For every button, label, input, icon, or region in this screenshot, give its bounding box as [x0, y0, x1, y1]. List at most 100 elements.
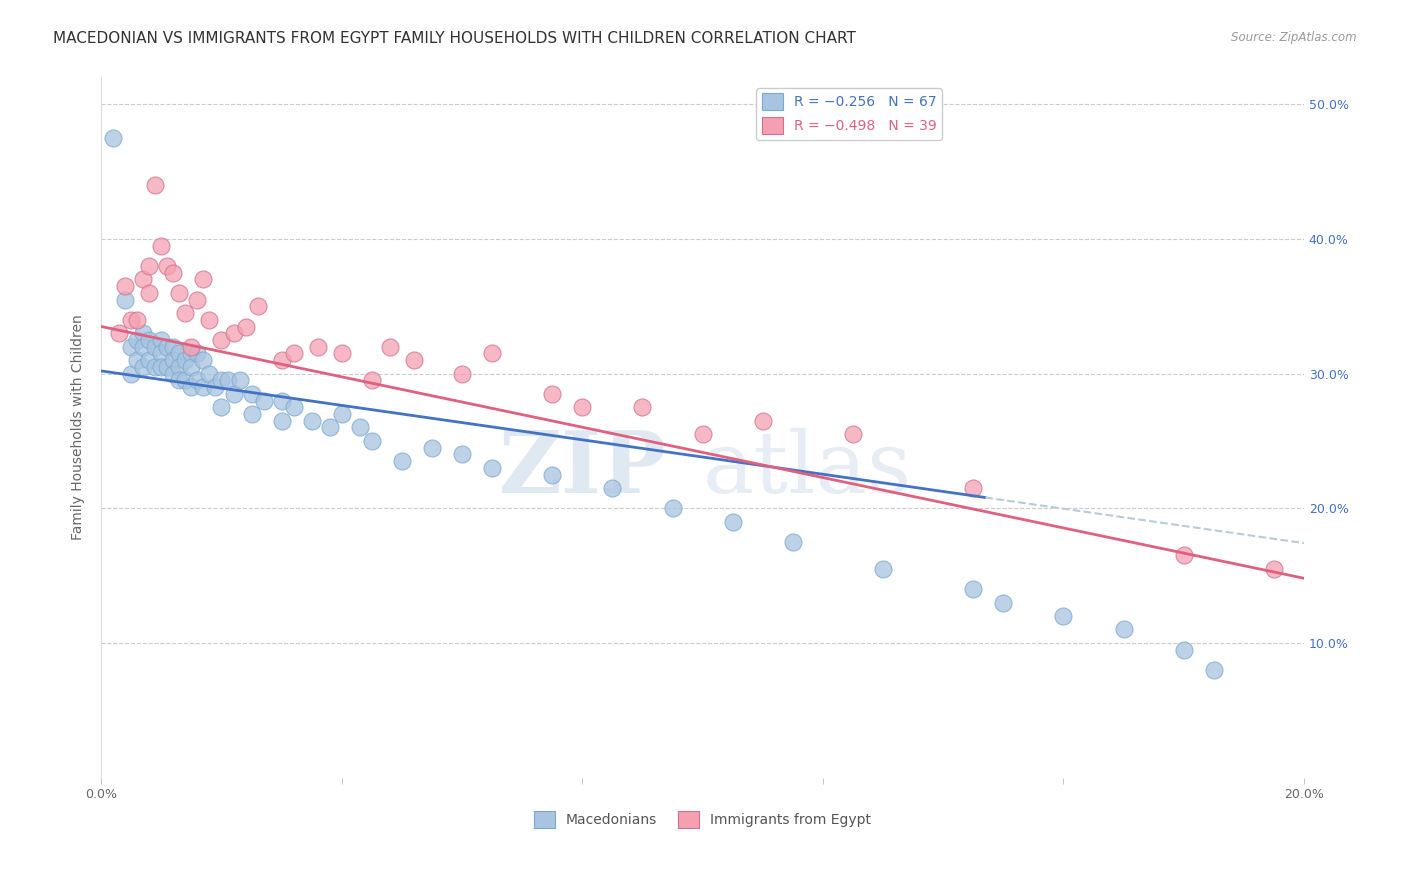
Point — [211, 373, 233, 387]
Point — [150, 346, 173, 360]
Point — [174, 306, 197, 320]
Point — [240, 387, 263, 401]
Point — [138, 259, 160, 273]
Point — [721, 515, 744, 529]
Point — [330, 346, 353, 360]
Point — [186, 373, 208, 387]
Point — [120, 367, 142, 381]
Point — [541, 387, 564, 401]
Point — [132, 359, 155, 374]
Point — [270, 353, 292, 368]
Point — [162, 266, 184, 280]
Point — [378, 340, 401, 354]
Point — [174, 353, 197, 368]
Point — [143, 178, 166, 193]
Point — [1263, 562, 1285, 576]
Point — [114, 293, 136, 307]
Point — [270, 393, 292, 408]
Text: ZIP: ZIP — [499, 427, 666, 511]
Point — [169, 373, 191, 387]
Point — [283, 401, 305, 415]
Point — [169, 285, 191, 300]
Point — [211, 401, 233, 415]
Point — [481, 346, 503, 360]
Point — [301, 414, 323, 428]
Point — [186, 293, 208, 307]
Point — [1202, 663, 1225, 677]
Y-axis label: Family Households with Children: Family Households with Children — [72, 315, 86, 541]
Point — [120, 340, 142, 354]
Point — [217, 373, 239, 387]
Point — [692, 427, 714, 442]
Point — [138, 353, 160, 368]
Point — [198, 312, 221, 326]
Point — [228, 373, 250, 387]
Point — [156, 259, 179, 273]
Point — [283, 346, 305, 360]
Point — [132, 272, 155, 286]
Point — [138, 333, 160, 347]
Point — [481, 461, 503, 475]
Point — [180, 340, 202, 354]
Point — [402, 353, 425, 368]
Point — [169, 359, 191, 374]
Point — [204, 380, 226, 394]
Point — [451, 447, 474, 461]
Point — [180, 380, 202, 394]
Point — [360, 434, 382, 448]
Point — [162, 340, 184, 354]
Point — [319, 420, 342, 434]
Point — [150, 238, 173, 252]
Point — [138, 285, 160, 300]
Point — [782, 535, 804, 549]
Point — [1112, 623, 1135, 637]
Point — [631, 401, 654, 415]
Point — [127, 353, 149, 368]
Point — [270, 414, 292, 428]
Text: Source: ZipAtlas.com: Source: ZipAtlas.com — [1232, 31, 1357, 45]
Point — [162, 367, 184, 381]
Point — [162, 353, 184, 368]
Point — [1173, 549, 1195, 563]
Point — [240, 407, 263, 421]
Point — [222, 326, 245, 341]
Point — [1052, 609, 1074, 624]
Point — [962, 582, 984, 596]
Text: atlas: atlas — [703, 428, 911, 511]
Point — [571, 401, 593, 415]
Point — [349, 420, 371, 434]
Point — [103, 131, 125, 145]
Point — [872, 562, 894, 576]
Point — [193, 380, 215, 394]
Point — [602, 481, 624, 495]
Point — [120, 312, 142, 326]
Point — [193, 272, 215, 286]
Point — [420, 441, 443, 455]
Point — [1173, 642, 1195, 657]
Point — [150, 359, 173, 374]
Point — [108, 326, 131, 341]
Point — [127, 312, 149, 326]
Point — [180, 359, 202, 374]
Point — [541, 467, 564, 482]
Point — [235, 319, 257, 334]
Point — [330, 407, 353, 421]
Point — [391, 454, 413, 468]
Point — [360, 373, 382, 387]
Point — [180, 346, 202, 360]
Point — [751, 414, 773, 428]
Point — [198, 367, 221, 381]
Point — [132, 340, 155, 354]
Point — [661, 501, 683, 516]
Point — [211, 333, 233, 347]
Point — [222, 387, 245, 401]
Point — [193, 353, 215, 368]
Legend: Macedonians, Immigrants from Egypt: Macedonians, Immigrants from Egypt — [529, 805, 876, 834]
Point — [127, 333, 149, 347]
Point — [246, 299, 269, 313]
Point — [842, 427, 865, 442]
Point — [150, 333, 173, 347]
Point — [307, 340, 329, 354]
Point — [156, 359, 179, 374]
Point — [114, 279, 136, 293]
